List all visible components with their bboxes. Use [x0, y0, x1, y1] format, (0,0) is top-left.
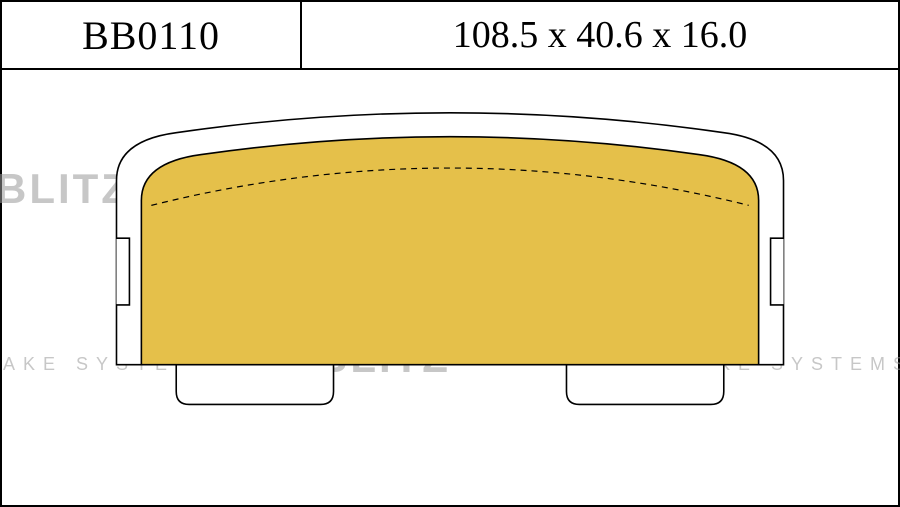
drawing-canvas: BLITZ BRAKE SYSTEMS BLITZ BRAKE SYSTEMS … [2, 70, 898, 507]
dimensions-cell: 108.5 x 40.6 x 16.0 [302, 2, 898, 68]
part-number-cell: BB0110 [2, 2, 302, 68]
part-number: BB0110 [82, 12, 220, 59]
side-notch-right [771, 238, 784, 305]
header-row: BB0110 108.5 x 40.6 x 16.0 [2, 2, 898, 70]
diagram-frame: BB0110 108.5 x 40.6 x 16.0 BLITZ BRAKE S… [0, 0, 900, 507]
dimensions: 108.5 x 40.6 x 16.0 [453, 13, 748, 57]
brake-pad-svg [2, 70, 898, 507]
friction-material [141, 137, 758, 365]
side-notch-left [116, 238, 129, 305]
